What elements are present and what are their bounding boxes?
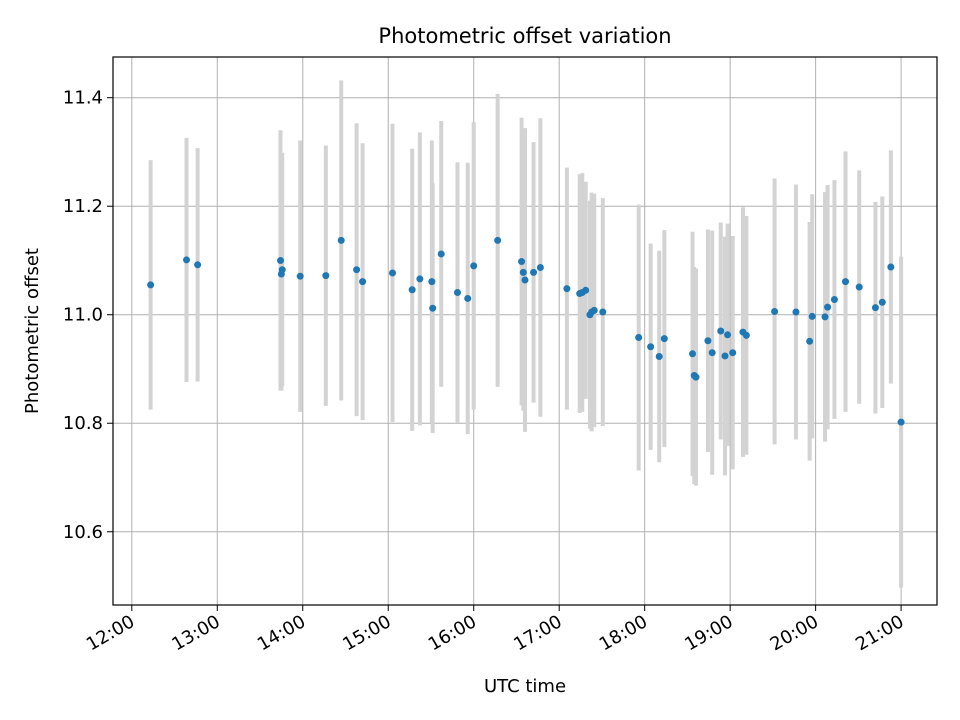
data-point: [792, 308, 800, 316]
data-point: [183, 256, 191, 264]
y-tick-label: 11.2: [63, 196, 103, 217]
data-point: [147, 281, 155, 289]
data-point: [647, 343, 655, 351]
plot-frame: [112, 56, 938, 606]
data-point: [429, 304, 437, 312]
y-tick-label: 11.0: [63, 305, 103, 326]
data-point: [724, 331, 732, 339]
data-point: [704, 337, 712, 345]
y-axis: 10.6 10.8 11.0 11.2 11.4: [63, 88, 113, 543]
y-tick-label: 11.4: [63, 88, 103, 109]
data-point: [408, 286, 416, 294]
data-point: [742, 331, 750, 339]
y-axis-label: Photometric offset: [22, 248, 43, 414]
data-point: [708, 349, 716, 357]
data-point: [194, 261, 202, 269]
data-point: [519, 268, 527, 276]
data-point: [806, 337, 814, 345]
data-point: [563, 285, 571, 293]
data-point: [655, 353, 663, 361]
data-point: [590, 306, 598, 314]
data-point: [521, 276, 529, 284]
data-point: [530, 268, 538, 276]
data-point: [897, 418, 905, 426]
y-tick-label: 10.6: [63, 522, 103, 543]
x-axis-label: UTC time: [484, 676, 566, 697]
data-point: [689, 350, 697, 358]
data-point: [660, 335, 668, 343]
data-point: [842, 278, 850, 286]
data-point: [717, 327, 725, 335]
data-point: [729, 349, 737, 357]
data-point: [359, 278, 367, 286]
data-point: [470, 262, 478, 270]
data-point: [635, 334, 643, 342]
data-point: [416, 275, 424, 283]
data-point: [821, 313, 829, 321]
data-point: [830, 296, 838, 304]
data-point: [353, 266, 361, 274]
data-point: [599, 308, 607, 316]
data-point: [277, 256, 285, 264]
data-point: [536, 264, 544, 272]
data-point: [721, 352, 729, 360]
data-point: [322, 272, 330, 280]
data-point: [437, 250, 445, 258]
data-point: [453, 288, 461, 296]
data-point: [824, 303, 832, 311]
chart-title: Photometric offset variation: [378, 24, 671, 48]
data-point: [278, 266, 286, 274]
data-point: [871, 304, 879, 312]
data-points: [147, 236, 905, 426]
data-point: [692, 373, 700, 381]
data-point: [518, 258, 526, 266]
data-point: [428, 278, 436, 286]
data-point: [389, 269, 397, 277]
data-point: [494, 236, 502, 244]
data-point: [464, 294, 472, 302]
y-tick-label: 10.8: [63, 413, 103, 434]
data-point: [771, 307, 779, 315]
data-point: [582, 286, 590, 294]
data-point: [296, 272, 304, 280]
data-point: [887, 263, 895, 271]
data-point: [808, 312, 816, 320]
data-point: [878, 298, 886, 306]
data-point: [855, 283, 863, 291]
data-point: [337, 236, 345, 244]
